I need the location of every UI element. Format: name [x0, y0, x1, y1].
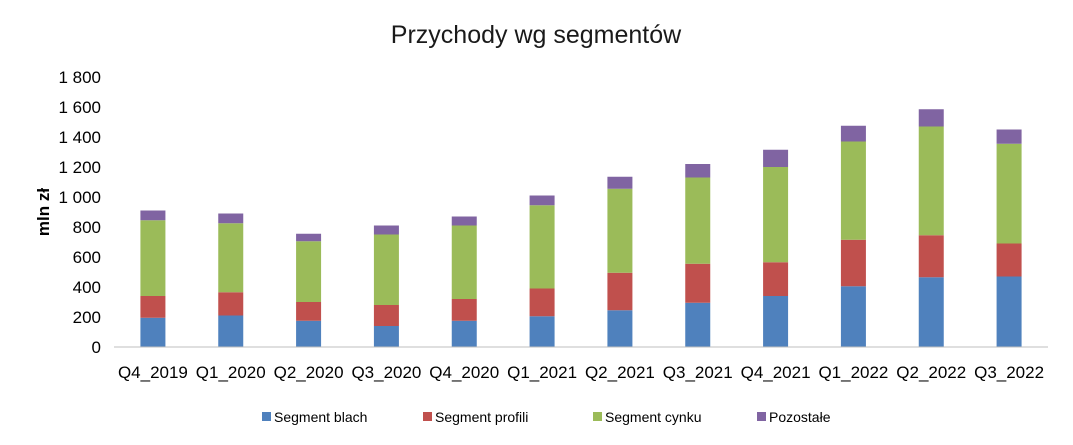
bar-segment: [607, 188, 633, 273]
x-tick-label: Q4_2020: [429, 363, 499, 382]
bar-segment: [373, 225, 399, 235]
bar-segment: [218, 213, 244, 224]
bar-segment: [296, 241, 322, 302]
bar-segment: [607, 176, 633, 189]
y-tick-label: 1 000: [58, 188, 101, 207]
legend-swatch: [262, 412, 271, 421]
bar-segment: [918, 235, 944, 278]
legend-label: Segment blach: [274, 409, 367, 425]
bar-segment: [140, 220, 166, 296]
bar-segment: [218, 223, 244, 293]
bar-segment: [840, 141, 866, 240]
x-tick-label: Q3_2021: [663, 363, 733, 382]
x-tick-label: Q3_2022: [974, 363, 1044, 382]
bar-segment: [218, 315, 244, 347]
bar-segment: [840, 239, 866, 287]
bar-segment: [218, 292, 244, 316]
legend-label: Segment profili: [435, 409, 528, 425]
x-tick-label: Q4_2019: [118, 363, 188, 382]
bar-segment: [529, 316, 555, 347]
bar-segment: [996, 243, 1022, 277]
bar-segment: [685, 164, 711, 178]
y-tick-label: 1 600: [58, 98, 101, 117]
bar-segment: [918, 126, 944, 236]
bar-segment: [763, 149, 789, 167]
bar-segment: [373, 326, 399, 347]
y-tick-label: 1 200: [58, 158, 101, 177]
bar-segment: [140, 317, 166, 347]
bar-segment: [685, 263, 711, 303]
bar-segment: [529, 195, 555, 206]
bar-segment: [763, 262, 789, 296]
bar-segment: [607, 272, 633, 311]
bar-segment: [451, 216, 477, 226]
bar-segment: [140, 296, 166, 318]
x-tick-label: Q1_2022: [818, 363, 888, 382]
bars-group: [140, 109, 1022, 347]
bar-segment: [996, 276, 1022, 347]
legend-swatch: [593, 412, 602, 421]
bar-segment: [296, 302, 322, 321]
x-tick-label: Q1_2020: [196, 363, 266, 382]
y-tick-label: 200: [73, 308, 101, 327]
y-tick-label: 1 400: [58, 128, 101, 147]
bar-segment: [529, 288, 555, 317]
y-tick-label: 600: [73, 248, 101, 267]
bar-segment: [373, 305, 399, 326]
bar-segment: [918, 277, 944, 347]
x-tick-label: Q2_2022: [896, 363, 966, 382]
bar-segment: [296, 233, 322, 242]
legend-label: Segment cynku: [605, 409, 702, 425]
legend-swatch: [757, 412, 766, 421]
x-tick-label: Q1_2021: [507, 363, 577, 382]
bar-segment: [763, 296, 789, 347]
bar-segment: [685, 302, 711, 347]
y-tick-label: 0: [92, 338, 101, 357]
chart-title: Przychody wg segmentów: [391, 21, 682, 49]
bar-segment: [451, 225, 477, 299]
x-tick-label: Q3_2020: [351, 363, 421, 382]
bar-segment: [840, 286, 866, 347]
x-tick-label: Q2_2020: [274, 363, 344, 382]
y-axis-label: mln zł: [34, 188, 53, 236]
bar-segment: [763, 167, 789, 263]
bar-segment: [451, 299, 477, 321]
legend-swatch: [423, 412, 432, 421]
bar-segment: [296, 320, 322, 347]
x-tick-label: Q2_2021: [585, 363, 655, 382]
bar-segment: [996, 129, 1022, 144]
bar-segment: [996, 143, 1022, 244]
x-axis-ticks: Q4_2019 Q1_2020 Q2_2020 Q3_2020 Q4_2020 Q1_20…: [118, 363, 1044, 382]
legend-label: Pozostałe: [769, 409, 831, 425]
bar-segment: [373, 234, 399, 305]
bar-segment: [685, 177, 711, 264]
bar-segment: [840, 125, 866, 142]
x-tick-label: Q4_2021: [741, 363, 811, 382]
bar-segment: [451, 320, 477, 347]
y-tick-label: 800: [73, 218, 101, 237]
legend: Segment blach Segment profili Segment cynk…: [262, 409, 831, 425]
bar-segment: [607, 310, 633, 347]
bar-segment: [140, 210, 166, 221]
y-tick-label: 1 800: [58, 68, 101, 87]
bar-segment: [918, 109, 944, 127]
bar-segment: [529, 205, 555, 289]
y-tick-label: 400: [73, 278, 101, 297]
y-axis-ticks: 0 200 400 600 800 1 000 1 200 1 400 1 600 1 800: [58, 68, 101, 357]
